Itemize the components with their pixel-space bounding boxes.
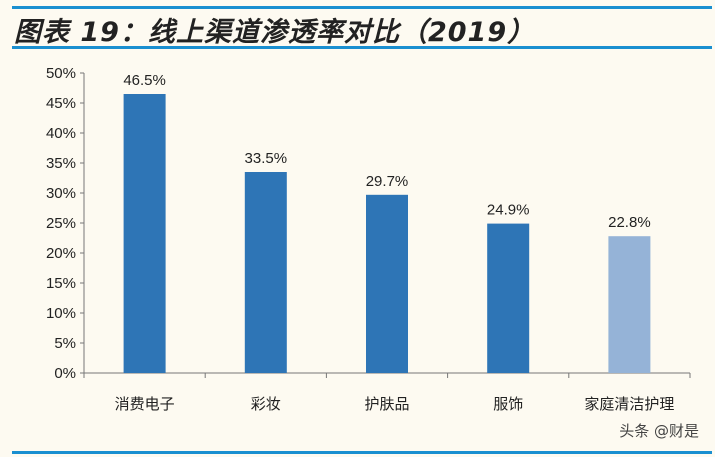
- y-tick-label: 30%: [46, 185, 76, 202]
- category-label: 彩妆: [251, 395, 281, 413]
- y-tick-label: 40%: [46, 125, 76, 142]
- data-label: 33.5%: [245, 150, 288, 167]
- y-tick-label: 50%: [46, 65, 76, 82]
- y-tick-label: 25%: [46, 215, 76, 232]
- y-tick-label: 20%: [46, 245, 76, 262]
- category-label: 服饰: [493, 395, 523, 413]
- category-label: 护肤品: [364, 395, 409, 413]
- bottom-rule: [12, 451, 712, 454]
- data-label: 24.9%: [487, 202, 530, 219]
- category-label: 家庭清洁护理: [584, 395, 674, 413]
- y-tick-label: 5%: [54, 335, 76, 352]
- y-tick-label: 35%: [46, 155, 76, 172]
- chart-title: 图表 19：线上渠道渗透率对比（2019）: [14, 17, 536, 48]
- bar-4: [608, 236, 651, 373]
- bar-3: [487, 223, 530, 373]
- bar-2: [366, 194, 408, 373]
- data-label: 46.5%: [123, 72, 166, 89]
- bar-0: [123, 94, 166, 373]
- data-label: 29.7%: [366, 173, 409, 190]
- top-rule: [12, 6, 712, 9]
- watermark: 头条 @财是: [619, 422, 699, 440]
- y-tick-label: 0%: [54, 365, 76, 382]
- bar-1: [244, 172, 287, 373]
- y-tick-label: 45%: [46, 95, 76, 112]
- data-label: 22.8%: [608, 214, 651, 231]
- title-rule: [12, 46, 712, 49]
- category-label: 消费电子: [115, 395, 175, 413]
- y-tick-label: 10%: [46, 305, 76, 322]
- y-tick-label: 15%: [46, 275, 76, 292]
